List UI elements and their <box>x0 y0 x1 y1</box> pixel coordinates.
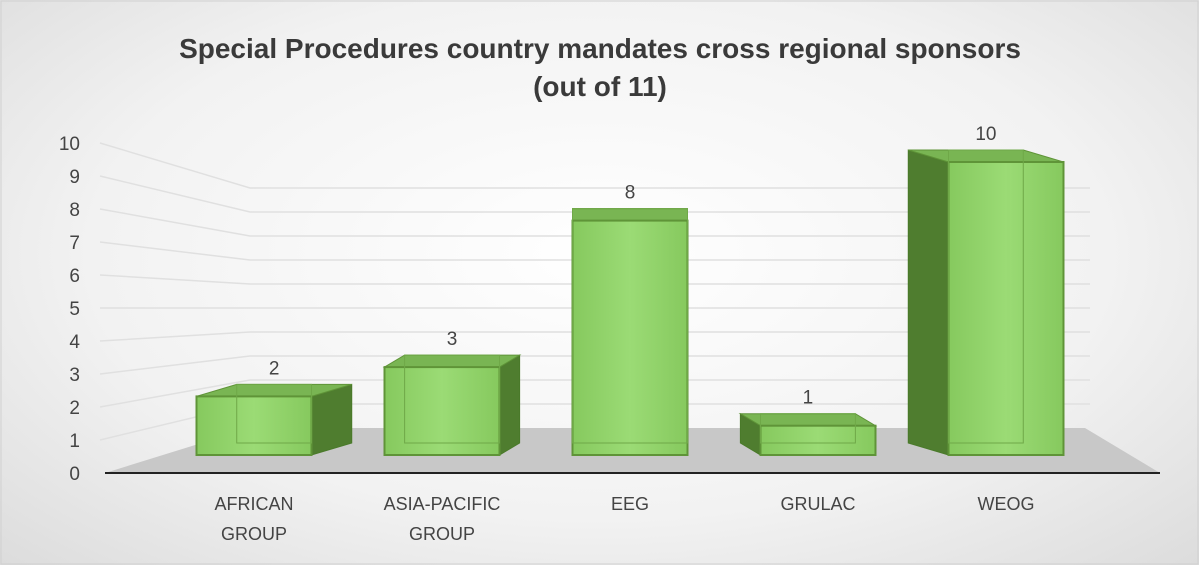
y-tick-label: 0 <box>69 464 80 485</box>
data-label: 10 <box>975 124 996 145</box>
grid-line <box>99 331 1090 342</box>
grid-line <box>99 355 1090 375</box>
chart-title: Special Procedures country mandates cros… <box>179 33 1021 102</box>
bar-inner-edge <box>760 413 856 444</box>
grid-line <box>99 175 1090 213</box>
bar <box>759 424 877 457</box>
y-tick-label: 2 <box>69 398 80 419</box>
grid-line <box>99 142 1090 189</box>
grid-line <box>99 274 1090 285</box>
bar-inner-edge <box>948 149 1024 444</box>
grid-line <box>99 379 1090 408</box>
bar-inner-edge <box>404 354 500 444</box>
bar-inner-edge <box>236 383 312 444</box>
x-tick-label: WEOG <box>978 494 1035 514</box>
y-tick-label: 6 <box>69 266 80 287</box>
grid-line <box>99 208 1090 237</box>
x-tick-label: GRULAC <box>780 494 855 514</box>
data-label: 1 <box>803 388 814 409</box>
data-label: 2 <box>269 358 280 379</box>
y-tick-label: 3 <box>69 365 80 386</box>
y-tick-label: 5 <box>69 299 80 320</box>
y-tick-label: 8 <box>69 200 80 221</box>
bar <box>571 219 689 456</box>
bar <box>195 395 313 456</box>
bar-inner-edge <box>572 208 688 444</box>
bar-side <box>499 354 521 456</box>
y-tick-label: 1 <box>69 431 80 452</box>
bar-top <box>572 208 688 222</box>
y-tick-label: 7 <box>69 233 80 254</box>
data-label: 3 <box>447 329 458 350</box>
y-tick-label: 4 <box>69 332 80 353</box>
y-tick-label: 9 <box>69 167 80 188</box>
y-tick-label: 10 <box>59 134 80 155</box>
x-tick-label: ASIA-PACIFIC GROUP <box>384 494 501 544</box>
x-tick-label: EEG <box>611 494 649 514</box>
grid-line <box>99 241 1090 261</box>
x-tick-label: AFRICAN GROUP <box>214 494 293 544</box>
bar <box>383 366 501 457</box>
bar-side <box>907 149 949 456</box>
bar <box>947 161 1065 456</box>
data-label: 8 <box>625 183 636 204</box>
